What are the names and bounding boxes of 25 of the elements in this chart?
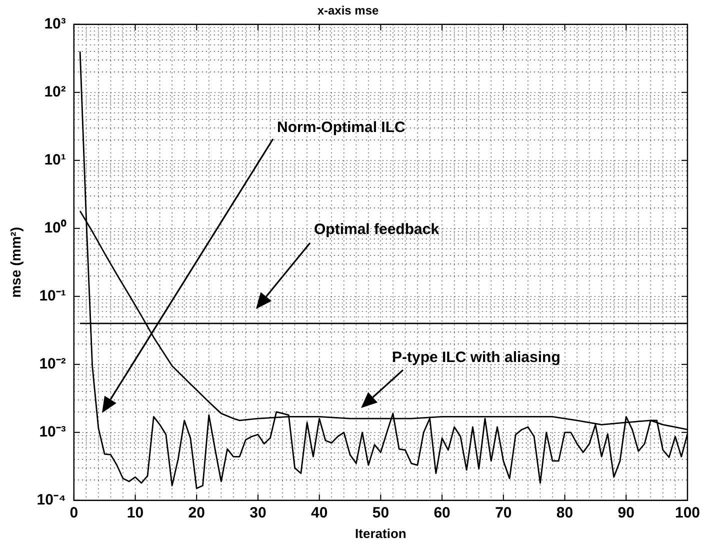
x-tick-label: 50 (372, 504, 390, 522)
x-axis-title: Iteration (355, 526, 406, 541)
y-tick-label: 10² (44, 84, 66, 101)
y-tick-label: 10¹ (44, 152, 66, 169)
y-tick-label: 10⁻³ (39, 424, 66, 441)
y-axis-title: mse (mm²) (7, 227, 24, 298)
x-tick-label: 80 (556, 504, 574, 522)
x-tick-label: 20 (188, 504, 205, 522)
y-tick-label: 10⁻⁴ (36, 492, 66, 509)
x-tick-label: 60 (434, 504, 450, 522)
x-tick-label: 30 (250, 504, 266, 522)
chart-title: x-axis mse (317, 4, 380, 18)
x-tick-label: 90 (618, 504, 634, 522)
x-tick-label: 0 (70, 504, 78, 522)
annotation: Optimal feedback (314, 221, 440, 238)
y-tick-label: 10⁰ (44, 218, 67, 237)
annotation: Norm-Optimal ILC (277, 119, 406, 136)
x-tick-label: 10 (126, 504, 144, 522)
y-tick-label: 10⁻¹ (39, 288, 66, 305)
x-tick-label: 100 (674, 504, 700, 522)
annotation: P-type ILC with aliasing (392, 349, 560, 366)
x-tick-label: 40 (310, 504, 328, 522)
x-tick-label: 70 (495, 504, 512, 522)
y-tick-label: 10⁻² (39, 356, 66, 373)
y-tick-label: 10³ (44, 16, 66, 33)
